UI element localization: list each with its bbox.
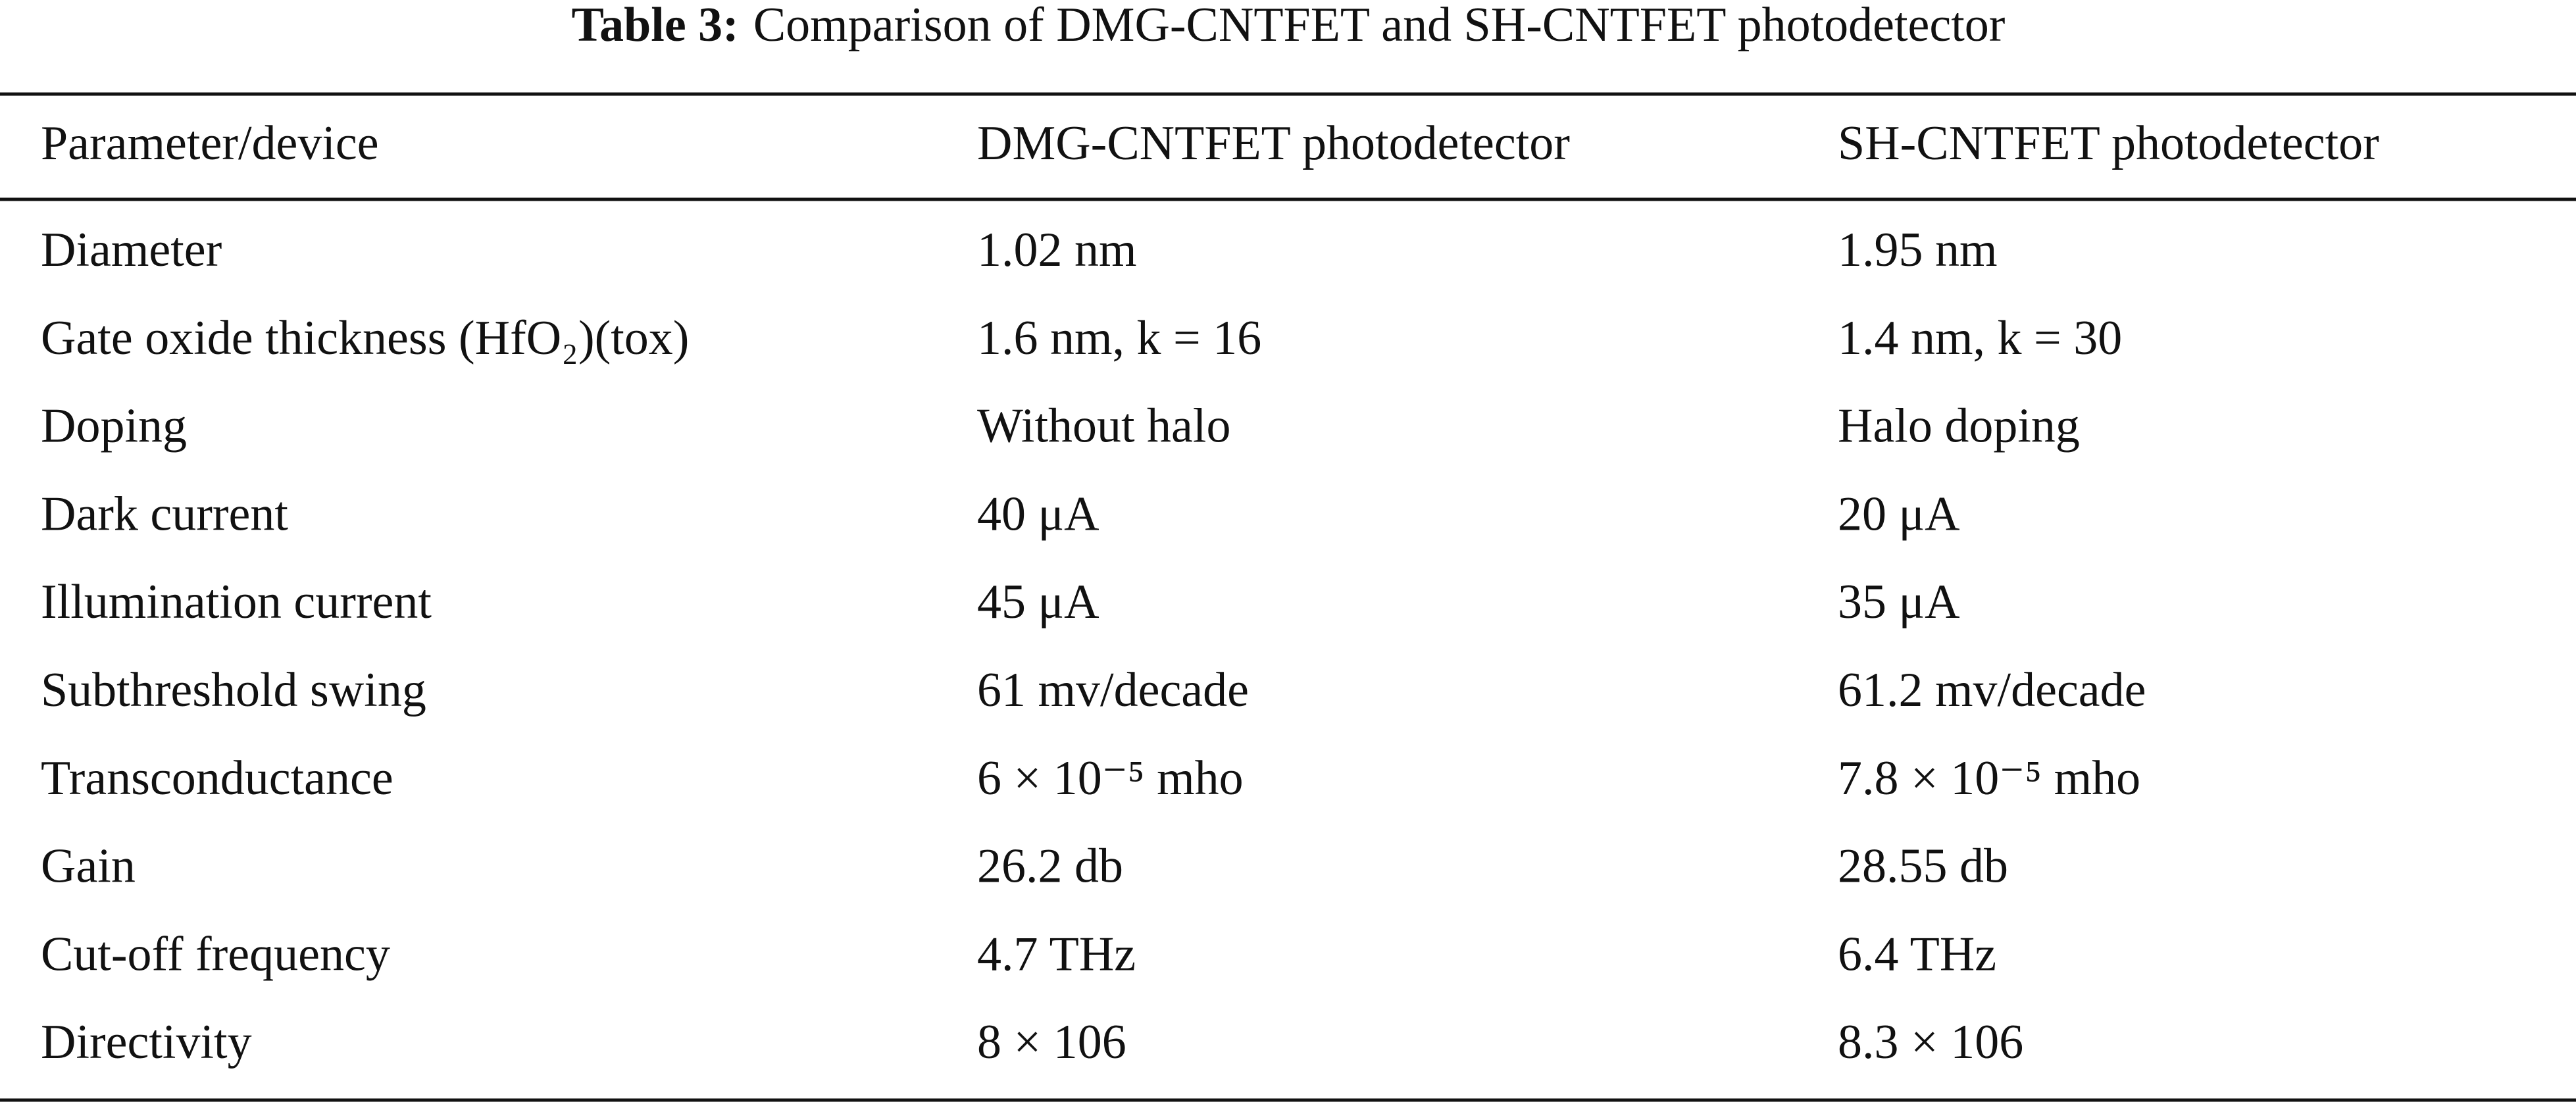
table-cell: 7.8 × 10⁻⁵ mho [1838,751,2140,805]
table-cell: Dark current [41,487,288,541]
table-cell: Without halo [977,399,1230,453]
table-cell: 61.2 mv/decade [1838,663,2146,717]
table-cell: 1.95 nm [1838,223,1998,277]
caption-text: Comparison of DMG-CNTFET and SH-CNTFET p… [753,0,2006,52]
table-cell: 6.4 THz [1838,927,1996,981]
table-cell: Halo doping [1838,399,2080,453]
table-cell: 26.2 db [977,840,1123,894]
table-cell: 28.55 db [1838,840,2008,894]
table-cell: 1.6 nm, k = 16 [977,311,1261,365]
table-caption: Table 3: Comparison of DMG-CNTFET and SH-… [572,0,2006,52]
table-cell: Transconductance [41,751,393,805]
table-cell: 8.3 × 106 [1838,1015,2023,1069]
caption-label: Table 3: [572,0,739,52]
table-cell: 4.7 THz [977,927,1136,981]
table-cell: 6 × 10⁻⁵ mho [977,751,1244,805]
header-cell: SH-CNTFET photodetector [1838,116,2379,170]
table-cell: Gate oxide thickness (HfO₂)(tox) [41,311,689,365]
table-cell: 61 mv/decade [977,663,1249,717]
table-cell: Doping [41,399,187,453]
table-cell: Subthreshold swing [41,663,426,717]
header-cell: Parameter/device [41,116,379,170]
table-cell: 1.02 nm [977,223,1137,277]
table-cell: 8 × 106 [977,1015,1126,1069]
table-cell: Diameter [41,223,222,277]
table-cell: Cut-off frequency [41,927,390,981]
header-cell: DMG-CNTFET photodetector [977,116,1570,170]
table-cell: 45 μA [977,575,1099,629]
table-cell: 40 μA [977,487,1099,541]
table-cell: Directivity [41,1015,252,1069]
table-cell: 1.4 nm, k = 30 [1838,311,2122,365]
table-cell: Gain [41,840,136,894]
table-cell: 20 μA [1838,487,1960,541]
table-cell: Illumination current [41,575,432,629]
table-cell: 35 μA [1838,575,1960,629]
